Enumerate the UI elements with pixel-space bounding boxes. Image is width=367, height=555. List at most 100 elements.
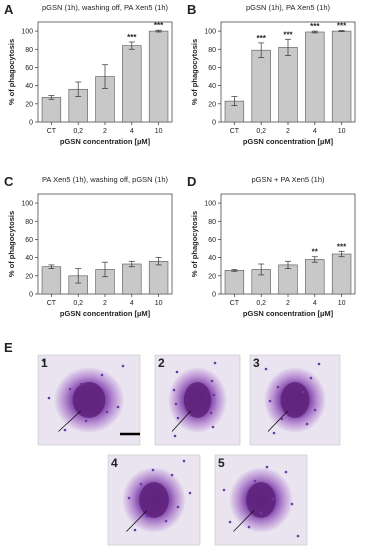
y-tick-label: 80 xyxy=(25,47,33,54)
x-tick-label: CT xyxy=(47,128,57,135)
nucleus xyxy=(72,382,106,418)
bacterium xyxy=(222,488,226,492)
significance: *** xyxy=(337,242,347,251)
arrow xyxy=(267,410,289,432)
y-tick-label: 20 xyxy=(25,273,33,280)
y-tick-label: 100 xyxy=(21,29,33,36)
significance: *** xyxy=(257,34,267,43)
y-tick-label: 60 xyxy=(25,237,33,244)
significance: *** xyxy=(154,21,164,30)
bacterium xyxy=(63,428,67,432)
x-tick-label: 10 xyxy=(155,128,163,135)
bacterium xyxy=(105,410,109,414)
y-tick-label: 40 xyxy=(208,83,216,90)
y-tick-label: 80 xyxy=(25,219,33,226)
bacterium xyxy=(317,362,321,366)
arrow xyxy=(126,510,147,532)
x-tick-label: 4 xyxy=(130,128,134,135)
bacterium xyxy=(212,393,216,397)
bacterium xyxy=(265,465,269,469)
y-tick-label: 0 xyxy=(29,120,33,127)
bar xyxy=(278,264,298,295)
y-tick-label: 60 xyxy=(208,237,216,244)
x-tick-label: 2 xyxy=(286,300,290,307)
y-axis-label: % of phagocytosis xyxy=(190,211,199,277)
bar xyxy=(305,259,325,295)
y-tick-label: 20 xyxy=(208,273,216,280)
x-tick-label: 0,2 xyxy=(256,300,266,307)
bacterium xyxy=(280,417,284,421)
nucleus xyxy=(246,482,276,518)
bacterium xyxy=(172,388,176,392)
bar xyxy=(251,49,271,123)
x-tick-label: 4 xyxy=(313,128,317,135)
bar xyxy=(148,30,169,123)
x-tick-label: CT xyxy=(230,300,240,307)
bacterium xyxy=(309,376,313,380)
bacterium xyxy=(290,502,294,506)
bacterium xyxy=(47,396,51,400)
image-label: 2 xyxy=(158,356,165,370)
x-tick-label: 0,2 xyxy=(256,128,266,135)
y-tick-label: 20 xyxy=(208,101,216,108)
bacterium xyxy=(211,425,215,429)
bacterium xyxy=(296,534,300,538)
y-tick-label: 100 xyxy=(204,201,216,208)
significance: *** xyxy=(283,30,293,39)
x-tick-label: 2 xyxy=(103,300,107,307)
arrow xyxy=(171,410,191,432)
bacterium xyxy=(174,402,178,406)
chart-title: pGSN (1h), PA Xen5 (1h) xyxy=(246,3,331,12)
nucleus xyxy=(280,382,310,418)
significance: *** xyxy=(127,33,137,42)
x-tick-label: 10 xyxy=(338,300,346,307)
bacterium xyxy=(271,497,275,501)
bar xyxy=(331,253,352,295)
y-tick-label: 0 xyxy=(212,292,216,299)
image-label: 1 xyxy=(41,356,48,370)
y-tick-label: 60 xyxy=(208,65,216,72)
significance: *** xyxy=(310,22,320,31)
bacterium xyxy=(188,491,192,495)
arrow xyxy=(233,510,254,532)
significance: *** xyxy=(337,22,347,31)
bacterium xyxy=(247,525,251,529)
bacterium xyxy=(84,419,88,423)
panel-label: E xyxy=(4,340,13,355)
bacterium xyxy=(253,479,257,483)
bacterium xyxy=(68,387,72,391)
y-tick-label: 20 xyxy=(25,101,33,108)
y-tick-label: 40 xyxy=(25,255,33,262)
y-tick-label: 40 xyxy=(208,255,216,262)
bacterium xyxy=(268,399,272,403)
bacterium xyxy=(264,367,268,371)
y-tick-label: 0 xyxy=(212,120,216,127)
y-axis-label: % of phagocytosis xyxy=(190,39,199,105)
bacterium xyxy=(284,470,288,474)
bacterium xyxy=(164,519,168,523)
y-axis-label: % of phagocytosis xyxy=(7,39,16,105)
bacterium xyxy=(145,514,149,518)
y-tick-label: 100 xyxy=(204,29,216,36)
bacterium xyxy=(100,373,104,377)
y-tick-label: 80 xyxy=(208,47,216,54)
bar xyxy=(224,270,245,295)
bacterium xyxy=(313,408,317,412)
x-tick-label: 0,2 xyxy=(73,300,83,307)
bacterium xyxy=(121,364,125,368)
bacterium xyxy=(173,434,177,438)
y-tick-label: 40 xyxy=(25,83,33,90)
bacterium xyxy=(228,520,232,524)
x-tick-label: CT xyxy=(230,128,240,135)
panel-label: B xyxy=(187,2,196,17)
arrow xyxy=(58,410,82,432)
y-tick-label: 0 xyxy=(29,292,33,299)
bacterium xyxy=(139,482,143,486)
y-axis-label: % of phagocytosis xyxy=(7,211,16,277)
bacterium xyxy=(301,390,305,394)
x-tick-label: 4 xyxy=(313,300,317,307)
bacterium xyxy=(272,431,276,435)
bacterium xyxy=(210,379,214,383)
